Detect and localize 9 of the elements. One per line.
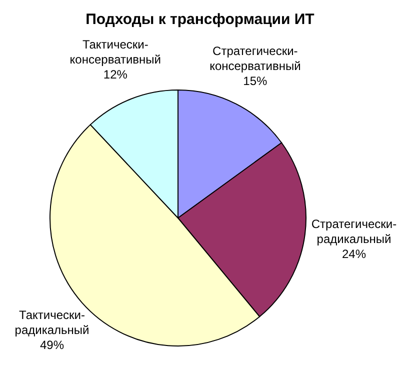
chart-title: Подходы к трансформации ИТ [86,11,314,28]
slice-label: Тактически-радикальный [14,308,90,337]
data-label: 49% [40,338,64,352]
data-label: 15% [243,74,268,88]
data-label: 24% [342,246,366,261]
slice-label: Стратегически-радикальный [311,216,397,246]
slice-label: Тактически-консервативный [70,37,162,66]
slice-label: Стратегически-консервативный [210,44,301,74]
data-label: 12% [103,67,128,82]
